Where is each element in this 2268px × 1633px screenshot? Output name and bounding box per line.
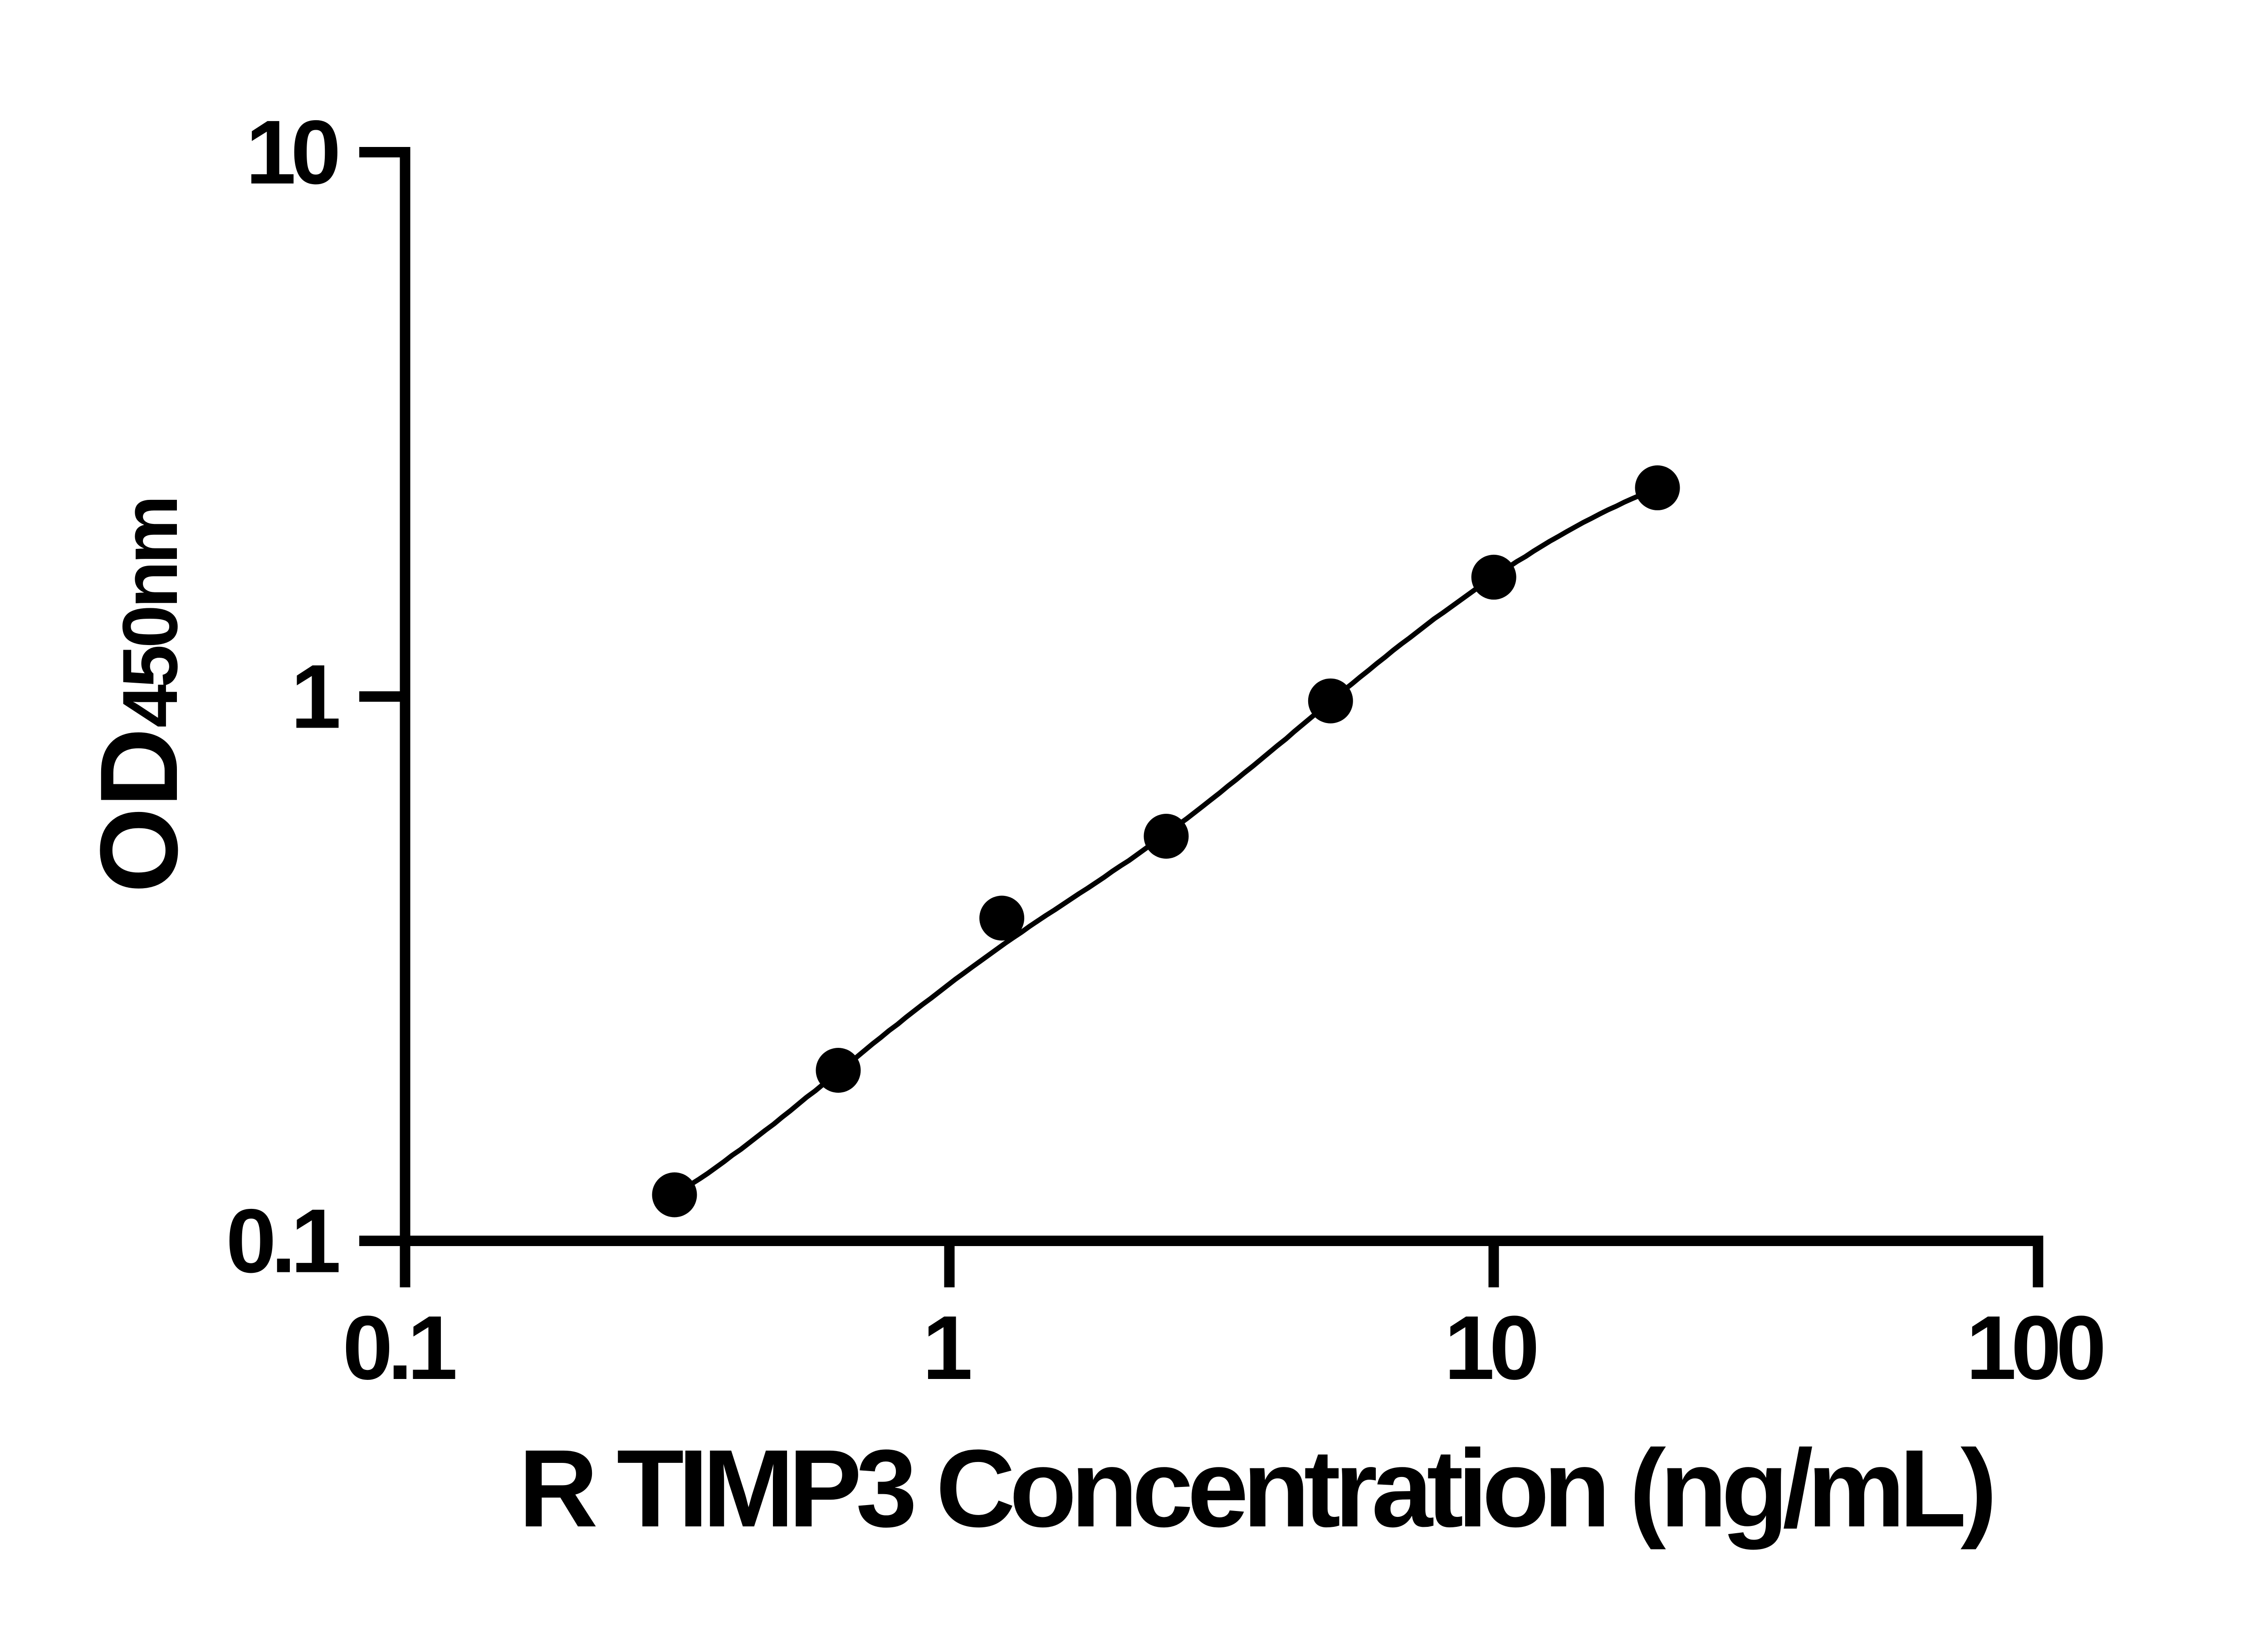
- svg-text:10: 10: [246, 102, 338, 203]
- svg-text:10: 10: [1444, 1297, 1536, 1398]
- svg-text:1: 1: [922, 1297, 970, 1398]
- svg-text:0.1: 0.1: [226, 1191, 339, 1292]
- svg-text:R TIMP3 Concentration (ng/mL): R TIMP3 Concentration (ng/mL): [518, 1427, 1997, 1550]
- svg-text:1: 1: [291, 646, 339, 748]
- svg-text:100: 100: [1966, 1297, 2103, 1398]
- svg-text:OD450nm: OD450nm: [78, 499, 200, 893]
- svg-text:0.1: 0.1: [342, 1297, 455, 1398]
